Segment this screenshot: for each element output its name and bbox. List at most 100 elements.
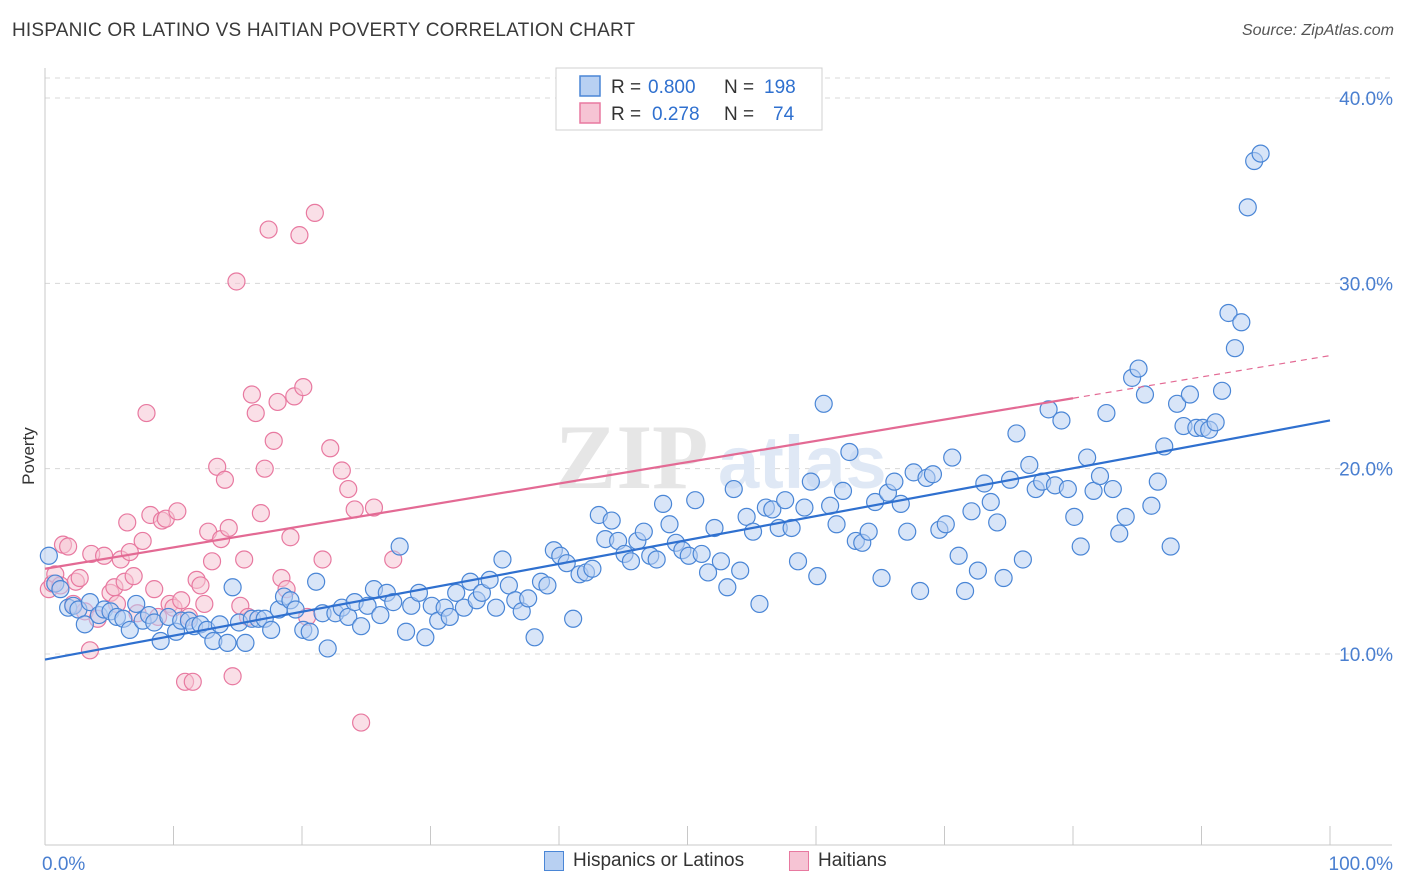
data-point-haitians xyxy=(264,431,283,450)
x-tick-label: 0.0% xyxy=(42,854,85,875)
data-point-haitians xyxy=(183,672,202,691)
data-point-hispanics xyxy=(782,518,801,538)
data-point-hispanics xyxy=(519,589,538,608)
x-tick-label: 100.0% xyxy=(1329,854,1394,875)
data-point-haitians xyxy=(145,580,164,599)
data-point-hispanics xyxy=(151,631,170,651)
legend-n-value: 198 xyxy=(764,77,796,98)
data-point-haitians xyxy=(352,713,371,732)
data-point-hispanics xyxy=(1110,524,1129,543)
data-point-hispanics xyxy=(396,622,416,641)
data-point-hispanics xyxy=(1225,339,1245,358)
data-point-haitians xyxy=(70,568,89,588)
data-point-haitians xyxy=(290,226,309,245)
data-point-hispanics xyxy=(1007,424,1026,443)
data-point-hispanics xyxy=(763,500,782,519)
y-tick-label: 20.0% xyxy=(1339,460,1393,481)
data-point-hispanics xyxy=(564,609,583,628)
data-point-haitians xyxy=(294,378,313,397)
data-point-hispanics xyxy=(647,550,666,569)
tick-labels: 10.0% 20.0% 30.0% 40.0% 0.0% 100.0% xyxy=(42,89,1393,875)
legend-label: Haitians xyxy=(818,850,887,871)
data-point-hispanics xyxy=(1065,507,1084,526)
legend-swatch-blue xyxy=(579,75,601,97)
chart-title: HISPANIC OR LATINO VS HAITIAN POVERTY CO… xyxy=(12,20,636,41)
data-point-hispanics xyxy=(988,513,1007,532)
data-point-hispanics xyxy=(210,615,229,634)
data-point-hispanics xyxy=(1097,403,1116,423)
data-point-hispanics xyxy=(698,563,718,582)
data-point-hispanics xyxy=(1020,455,1039,475)
data-point-hispanics xyxy=(318,639,337,658)
data-point-hispanics xyxy=(286,600,305,619)
data-point-hispanics xyxy=(731,561,750,580)
data-point-hispanics xyxy=(943,448,962,467)
data-point-haitians xyxy=(251,504,270,523)
data-point-haitians xyxy=(321,439,340,458)
data-point-haitians xyxy=(195,594,214,614)
data-point-hispanics xyxy=(872,568,891,588)
data-point-hispanics xyxy=(262,620,281,640)
data-point-haitians xyxy=(235,550,254,569)
legend-r-value: 0.800 xyxy=(648,77,696,98)
legend-item-haitians[interactable]: Haitians xyxy=(789,850,887,872)
legend-label: Hispanics or Latinos xyxy=(573,850,745,871)
data-point-hispanics xyxy=(660,515,679,534)
data-point-haitians xyxy=(219,518,238,538)
data-point-hispanics xyxy=(1161,537,1180,556)
data-point-haitians xyxy=(124,567,143,586)
y-tick-label: 10.0% xyxy=(1339,645,1393,666)
data-point-hispanics xyxy=(1251,144,1270,163)
data-point-hispanics xyxy=(371,605,390,625)
trend-line-hispanics xyxy=(44,419,1331,661)
data-point-hispanics xyxy=(827,515,846,534)
data-point-haitians xyxy=(172,591,191,610)
data-point-hispanics xyxy=(583,559,602,578)
data-point-hispanics xyxy=(994,568,1013,588)
y-tick-label: 40.0% xyxy=(1339,89,1393,110)
data-point-hispanics xyxy=(1148,472,1167,491)
data-point-haitians xyxy=(339,479,358,499)
data-point-haitians xyxy=(313,550,332,569)
data-point-haitians xyxy=(305,203,324,223)
data-point-hispanics xyxy=(1180,385,1200,404)
data-point-hispanics xyxy=(493,550,512,569)
data-point-hispanics xyxy=(416,628,435,647)
data-point-haitians xyxy=(202,552,222,571)
data-point-hispanics xyxy=(840,442,859,462)
legend-bottom: Hispanics or Latinos Haitians xyxy=(0,850,1406,880)
legend-n-value: 74 xyxy=(773,104,795,125)
data-point-hispanics xyxy=(692,544,711,564)
data-point-haitians xyxy=(95,546,114,565)
data-point-hispanics xyxy=(602,511,621,530)
data-point-hispanics xyxy=(724,479,743,499)
legend-top: R = 0.800 N = 198 R = 0.278 N = 74 xyxy=(555,67,823,131)
data-point-hispanics xyxy=(776,491,795,510)
data-point-hispanics xyxy=(300,622,319,641)
data-point-hispanics xyxy=(634,522,653,541)
data-point-haitians xyxy=(255,459,274,478)
data-point-hispanics xyxy=(525,628,544,647)
data-point-hispanics xyxy=(808,567,827,586)
data-point-hispanics xyxy=(1071,537,1090,556)
data-point-haitians xyxy=(118,513,137,532)
data-point-hispanics xyxy=(409,583,429,602)
data-point-hispanics xyxy=(686,491,705,510)
data-point-haitians xyxy=(191,576,210,595)
series-hispanics-points xyxy=(39,144,1270,658)
data-point-hispanics xyxy=(962,502,981,521)
legend-item-hispanics[interactable]: Hispanics or Latinos xyxy=(544,850,744,872)
y-axis-label: Poverty xyxy=(19,427,38,485)
data-point-haitians xyxy=(168,502,187,521)
data-point-hispanics xyxy=(1052,411,1071,430)
data-point-hispanics xyxy=(936,515,955,534)
legend-swatch-pink xyxy=(579,102,601,124)
legend-n-label: N = xyxy=(724,77,754,98)
legend-swatch-pink xyxy=(789,851,809,871)
watermark-zip: ZIP xyxy=(555,406,708,508)
data-point-haitians xyxy=(242,385,261,404)
data-point-hispanics xyxy=(750,594,769,614)
data-point-hispanics xyxy=(795,498,814,517)
data-point-hispanics xyxy=(218,633,237,652)
data-point-hispanics xyxy=(51,580,70,599)
